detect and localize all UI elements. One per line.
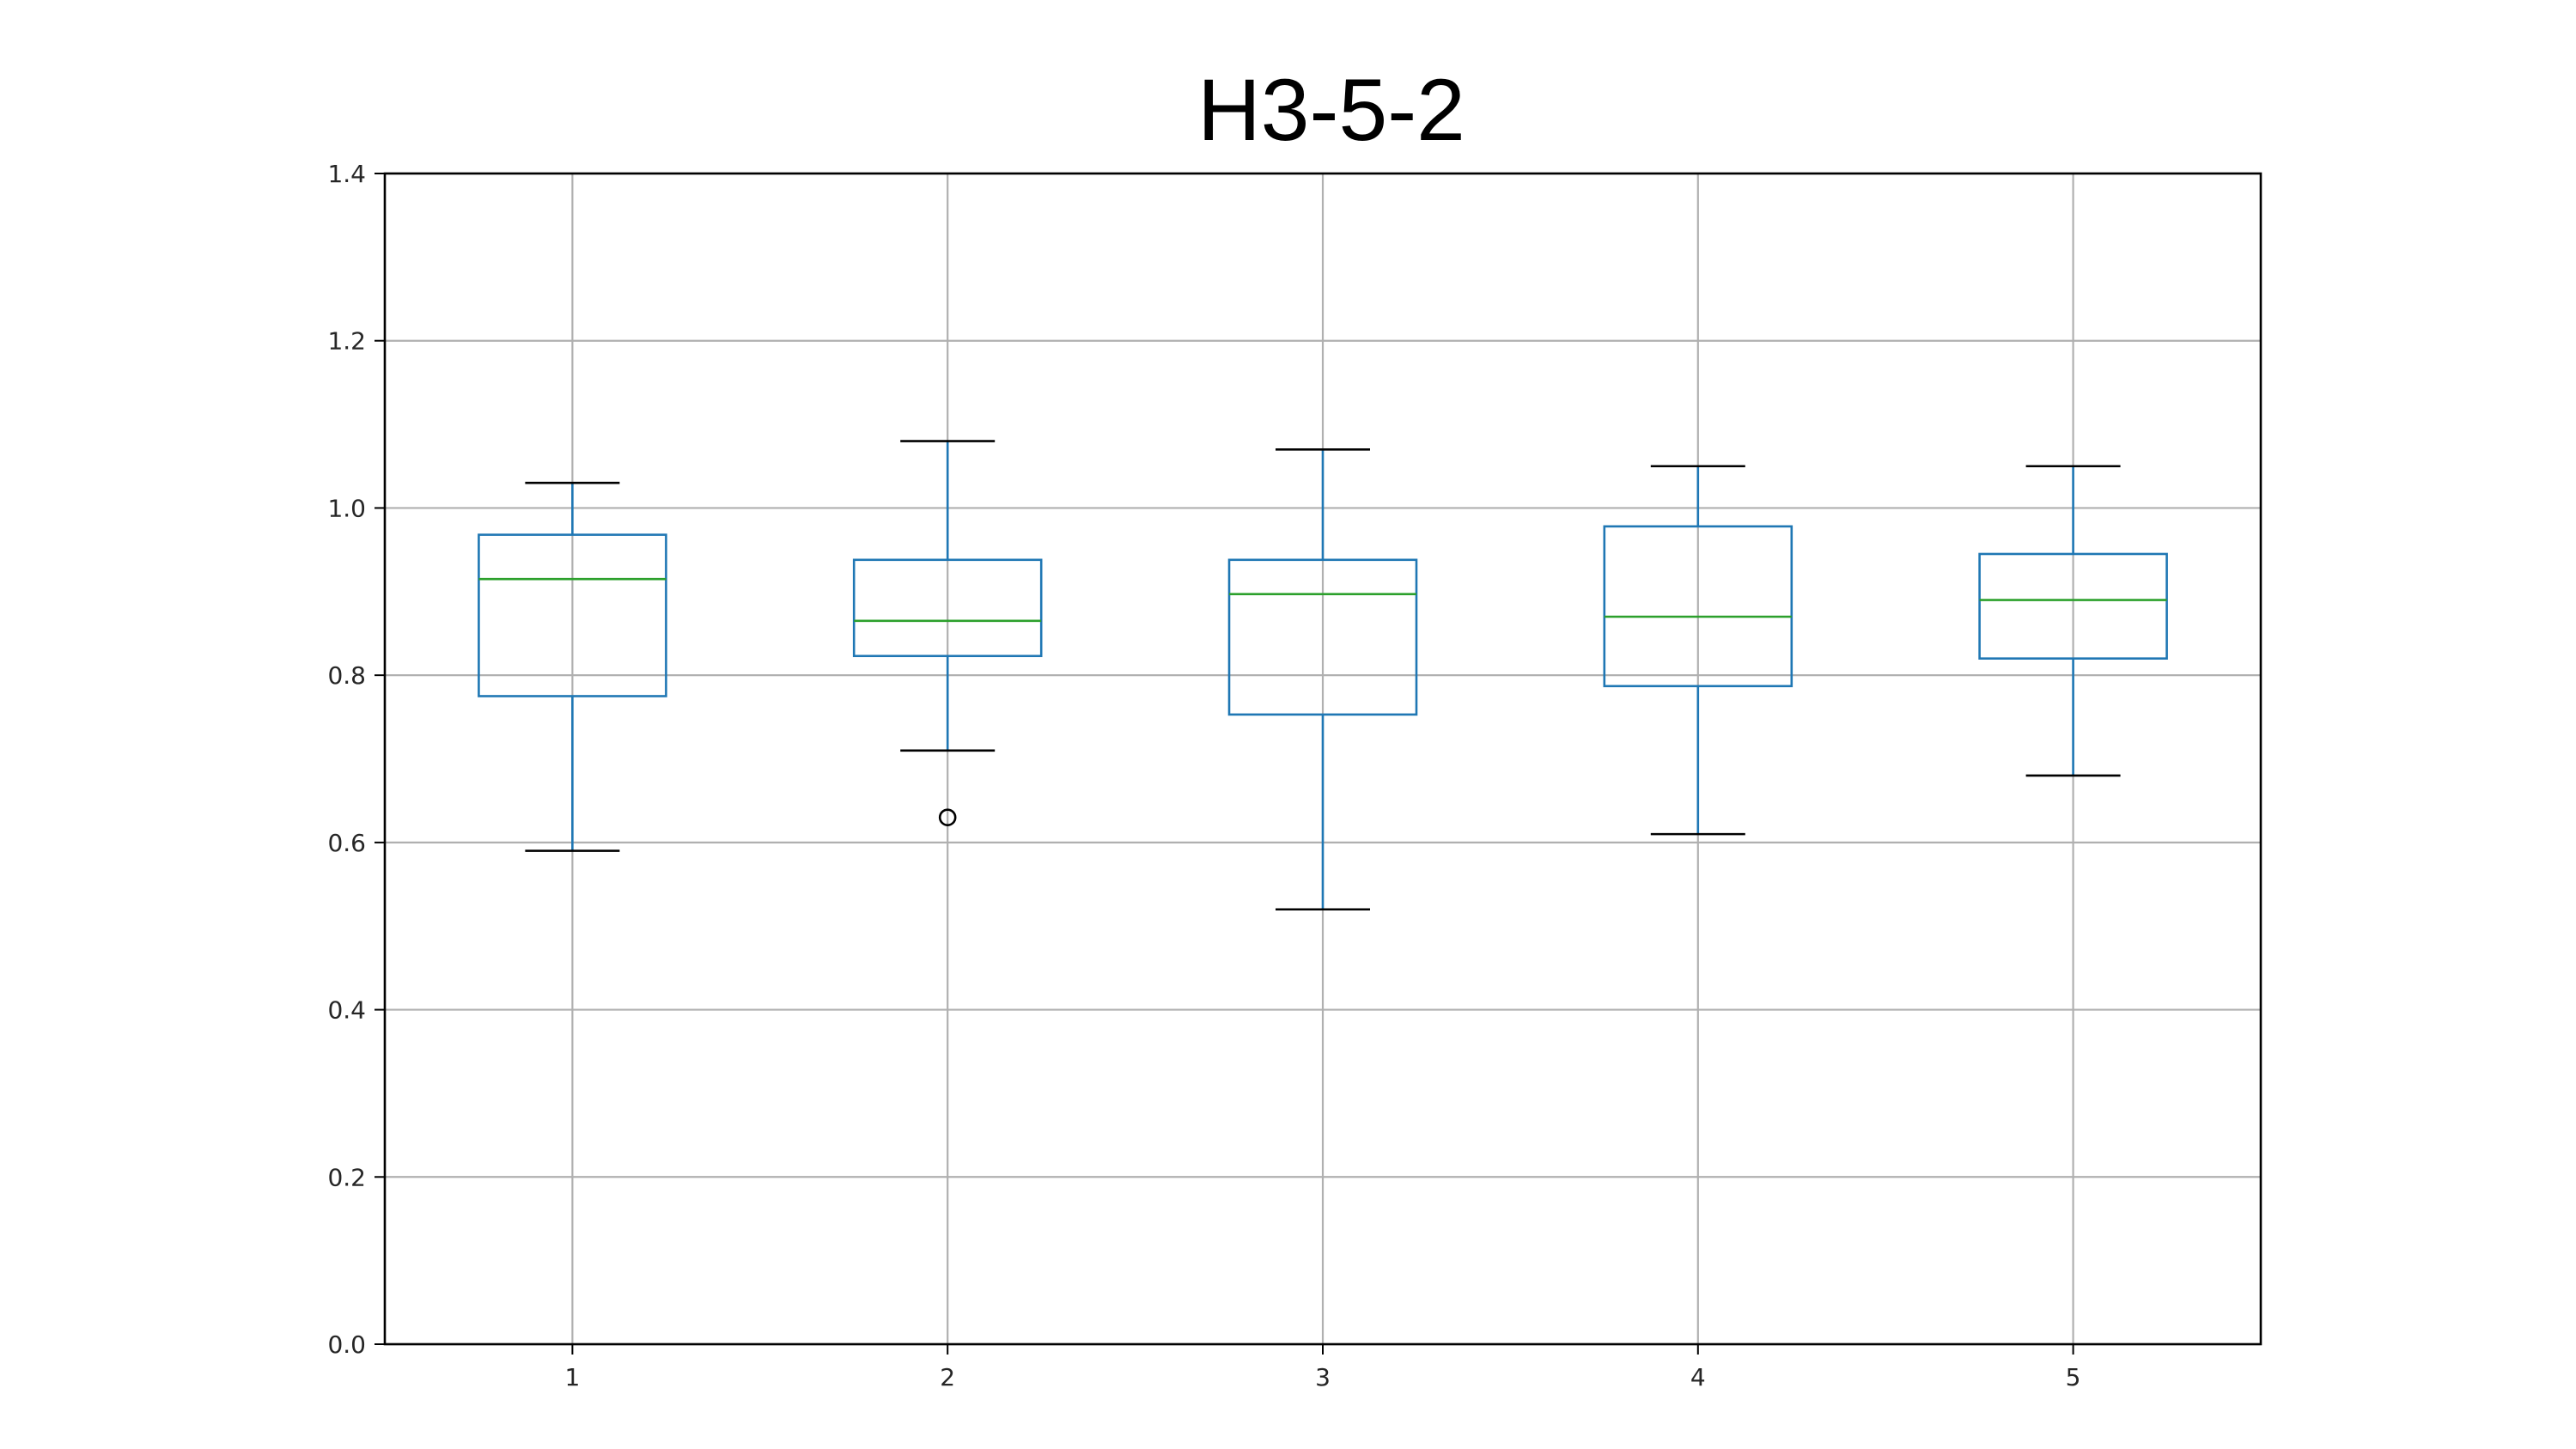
y-tick-label: 0.6 <box>327 829 366 857</box>
outlier-point <box>938 808 957 826</box>
box-group-5 <box>1978 465 2168 777</box>
y-tick-label: 1.2 <box>327 327 366 356</box>
box-plot-marks <box>478 440 2168 911</box>
y-tick-label: 0.4 <box>327 996 366 1025</box>
box-iqr <box>852 558 1043 658</box>
y-tick-label: 1.4 <box>327 160 366 188</box>
y-tick-label: 1.0 <box>327 494 366 522</box>
box-group-3 <box>1227 447 1418 911</box>
x-tick-label: 5 <box>2066 1363 2081 1391</box>
x-tick-label: 1 <box>564 1363 580 1391</box>
x-tick-label: 2 <box>940 1363 955 1391</box>
y-tick-label: 0.2 <box>327 1163 366 1191</box>
y-tick-label: 0.0 <box>327 1330 366 1359</box>
chart-title: H3-5-2 <box>1197 61 1465 159</box>
x-tick-label: 3 <box>1315 1363 1331 1391</box>
box-group-4 <box>1603 465 1793 836</box>
x-tick-label: 4 <box>1690 1363 1706 1391</box>
box-group-1 <box>478 481 667 852</box>
box-group-2 <box>852 440 1043 826</box>
box-iqr <box>1227 558 1418 716</box>
box-iqr <box>478 533 667 697</box>
y-tick-label: 0.8 <box>327 661 366 690</box>
axes: 0.0 0.2 0.4 0.6 0.8 1.0 1.2 1.4 1 2 3 4 5 <box>327 160 2080 1391</box>
box-iqr <box>1978 552 2168 660</box>
box-iqr <box>1603 525 1793 688</box>
